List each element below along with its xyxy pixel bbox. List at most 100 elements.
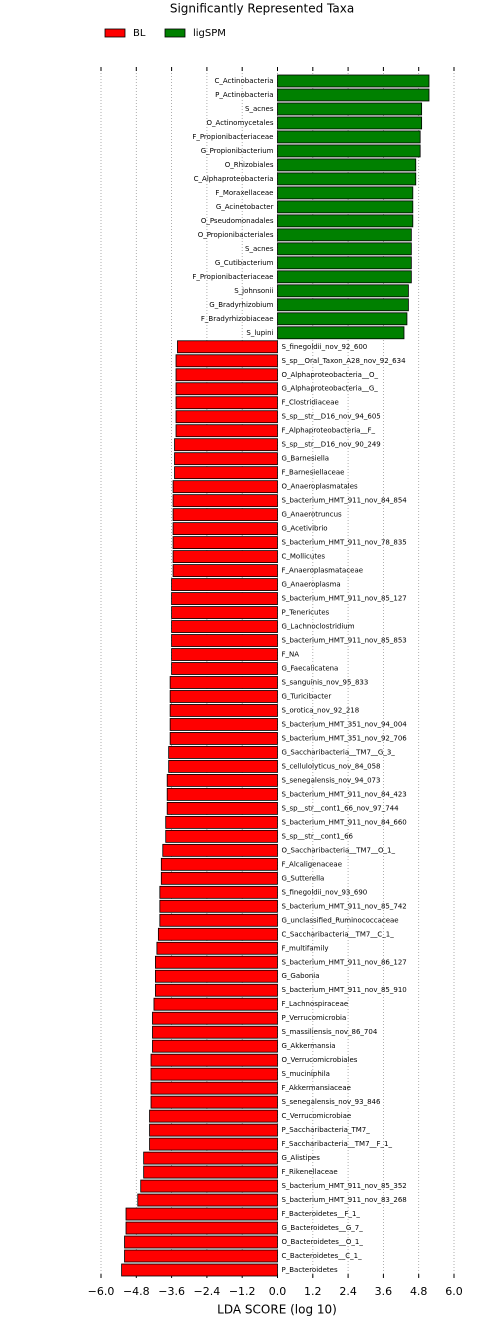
bar bbox=[157, 927, 278, 941]
legend-label: ligSPM bbox=[193, 28, 226, 39]
bar bbox=[175, 368, 278, 382]
category-label: F_Akkermansiaceae bbox=[282, 1084, 351, 1092]
category-label: S_muciniphila bbox=[282, 1070, 330, 1078]
category-label: F_Moraxellaceae bbox=[215, 189, 273, 197]
category-label: S_bacterium_HMT_911_nov_84_854 bbox=[282, 497, 408, 505]
bar bbox=[172, 508, 278, 522]
bar bbox=[165, 829, 278, 843]
category-label: S_sp__str__cont1_66_nov_97_744 bbox=[282, 804, 400, 812]
category-label: F_multifamily bbox=[282, 944, 329, 952]
bar bbox=[169, 676, 278, 689]
bar bbox=[160, 871, 278, 885]
category-label: P_Bacteroidetes bbox=[282, 1266, 338, 1274]
category-label: G_Anaeroplasma bbox=[282, 581, 341, 589]
x-axis-label: LDA SCORE (log 10) bbox=[217, 1303, 337, 1317]
bar bbox=[172, 480, 278, 494]
category-label: S_bacterium_HMT_911_nov_86_127 bbox=[282, 958, 407, 966]
bar bbox=[140, 1179, 278, 1193]
bar bbox=[159, 899, 278, 913]
bar bbox=[277, 144, 421, 158]
bar bbox=[277, 326, 405, 340]
chart-title: Significantly Represented Taxa bbox=[170, 2, 354, 16]
bar bbox=[168, 760, 278, 773]
x-tick-label: −1.2 bbox=[229, 1285, 256, 1298]
bar bbox=[174, 466, 278, 480]
category-label: G_Propionibacterium bbox=[201, 147, 274, 155]
category-label: F_Anaeroplasmataceae bbox=[282, 567, 364, 575]
category-label: C_Actinobacteria bbox=[214, 77, 273, 85]
bar bbox=[169, 718, 278, 731]
category-label: G_Turicibacter bbox=[282, 692, 332, 700]
category-label: G_Alphaproteobacteria__G_ bbox=[282, 385, 379, 393]
legend-swatch bbox=[164, 28, 186, 38]
category-label: F_Alphaproteobacteria__F_ bbox=[282, 427, 376, 435]
bar bbox=[277, 130, 421, 144]
category-label: F_Alcaligenaceae bbox=[282, 860, 343, 868]
category-label: F_NA bbox=[282, 651, 300, 659]
category-label: G_Akkermansia bbox=[282, 1042, 336, 1050]
legend-label: BL bbox=[133, 28, 146, 39]
bar bbox=[155, 983, 278, 997]
bar bbox=[159, 913, 278, 927]
bar bbox=[277, 242, 412, 256]
category-label: F_Barnesiellaceae bbox=[282, 469, 345, 477]
bar bbox=[171, 606, 278, 619]
category-label: S_finegoldii_nov_92_600 bbox=[282, 343, 368, 351]
category-label: G_Sutterella bbox=[282, 874, 325, 882]
x-tick-label: 3.6 bbox=[375, 1285, 393, 1298]
category-label: S_bacterium_HMT_911_nov_85_853 bbox=[282, 637, 407, 645]
bar bbox=[277, 256, 412, 270]
bar bbox=[277, 116, 423, 130]
bar bbox=[152, 1025, 278, 1039]
category-label: F_Propionibacteriaceae bbox=[192, 273, 273, 281]
category-label: G_Acetivibrio bbox=[282, 525, 328, 533]
category-label: S_bacterium_HMT_351_nov_94_004 bbox=[282, 720, 408, 728]
bar bbox=[277, 228, 412, 242]
x-tick-label: −6.0 bbox=[88, 1285, 115, 1298]
bar bbox=[153, 997, 278, 1011]
category-label: O_Propionibacteriales bbox=[198, 231, 274, 239]
category-label: S_acnes bbox=[245, 245, 274, 253]
bar bbox=[160, 857, 278, 871]
category-label: S_sp__Oral_Taxon_A28_nov_92_634 bbox=[282, 357, 407, 365]
category-label: G_Alistipes bbox=[282, 1154, 321, 1162]
x-tick-label: 0.0 bbox=[269, 1285, 287, 1298]
x-tick-label: −3.6 bbox=[158, 1285, 185, 1298]
bar bbox=[171, 578, 278, 591]
bar bbox=[143, 1165, 278, 1179]
bar bbox=[166, 788, 278, 801]
category-label: C_Mollicutes bbox=[282, 553, 326, 561]
bar bbox=[172, 536, 278, 550]
category-label: G_Gabonia bbox=[282, 972, 320, 980]
category-label: O_Alphaproteobacteria__O_ bbox=[282, 371, 379, 379]
category-label: G_Saccharibacteria__TM7__G_3_ bbox=[282, 748, 396, 756]
category-label: C_Alphaproteobacteria bbox=[194, 175, 274, 183]
category-label: O_Saccharibacteria__TM7__O_1_ bbox=[282, 846, 396, 854]
x-tick-label: 6.0 bbox=[445, 1285, 463, 1298]
bar bbox=[124, 1235, 278, 1249]
bar bbox=[149, 1137, 278, 1151]
bar bbox=[155, 969, 278, 983]
bar bbox=[150, 1053, 278, 1067]
bar bbox=[277, 214, 414, 228]
bar bbox=[174, 452, 278, 466]
category-label: G_Anaerotruncus bbox=[282, 511, 343, 519]
category-label: O_Anaeroplasmatales bbox=[282, 483, 359, 491]
bar bbox=[155, 955, 278, 969]
bar bbox=[171, 620, 278, 633]
bar bbox=[277, 158, 417, 172]
bar bbox=[150, 1081, 278, 1095]
category-label: S_acnes bbox=[245, 105, 274, 113]
category-label: P_Tenericutes bbox=[282, 609, 330, 617]
bar bbox=[150, 1095, 278, 1109]
category-label: O_Pseudomonadales bbox=[201, 217, 274, 225]
bar bbox=[169, 690, 278, 703]
bar bbox=[277, 88, 430, 102]
bar bbox=[168, 746, 278, 759]
bar bbox=[277, 270, 412, 284]
category-label: S_lupini bbox=[246, 329, 273, 337]
bar bbox=[166, 801, 278, 815]
category-label: G_unclassified_Ruminococcaceae bbox=[282, 916, 399, 924]
category-label: F_Saccharibacteria__TM7__F_1_ bbox=[282, 1140, 393, 1148]
